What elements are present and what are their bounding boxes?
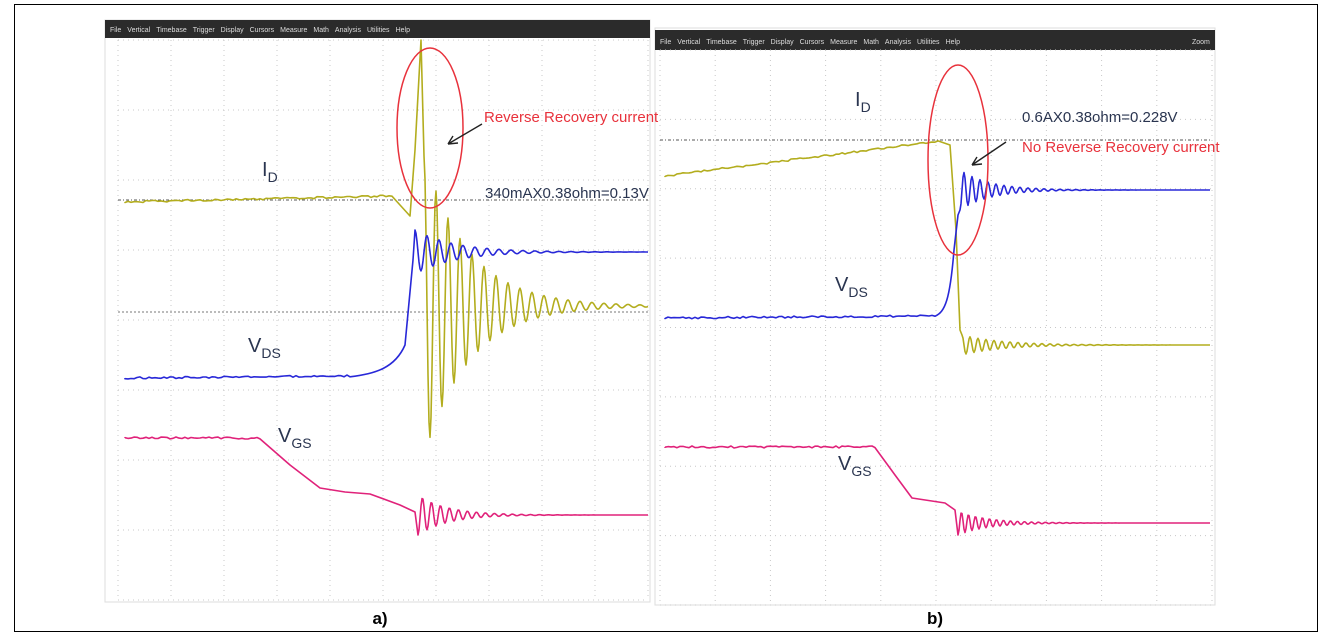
menu-item[interactable]: File	[110, 27, 121, 34]
menu-item[interactable]: Trigger	[743, 39, 766, 46]
annotation: 0.6AX0.38ohm=0.228V	[1022, 109, 1178, 126]
menu-item[interactable]: Cursors	[800, 39, 825, 46]
signal-main: V	[835, 274, 849, 296]
caption: b)	[927, 609, 943, 628]
menu-item[interactable]: Measure	[830, 39, 857, 46]
menu-item[interactable]: Utilities	[367, 27, 390, 34]
signal-sub: DS	[261, 345, 280, 361]
signal-sub: D	[861, 99, 871, 115]
signal-main: V	[838, 453, 852, 475]
signal-sub: GS	[291, 435, 311, 451]
menu-item[interactable]: Timebase	[156, 27, 187, 34]
menu-item[interactable]: Trigger	[193, 27, 216, 34]
menu-item[interactable]: Analysis	[335, 27, 362, 34]
menu-item[interactable]: Math	[863, 39, 879, 46]
menu-item[interactable]: Vertical	[677, 39, 700, 46]
menu-item[interactable]: File	[660, 39, 671, 46]
menu-item[interactable]: Help	[946, 39, 961, 46]
signal-sub: D	[268, 169, 278, 185]
menu-item[interactable]: Display	[771, 39, 794, 46]
annotation: 340mAX0.38ohm=0.13V	[485, 185, 649, 202]
menu-item[interactable]: Vertical	[127, 27, 150, 34]
menu-item[interactable]: Math	[313, 27, 329, 34]
zoom-button[interactable]: Zoom	[1192, 39, 1210, 46]
annotation: Reverse Recovery current	[484, 109, 659, 126]
menu-item[interactable]: Timebase	[706, 39, 737, 46]
signal-main: V	[278, 425, 292, 447]
menu-item[interactable]: Cursors	[250, 27, 275, 34]
menu-item[interactable]: Measure	[280, 27, 307, 34]
figure: File Vertical Timebase Trigger Display Cursor…	[0, 0, 1331, 632]
annotation: No Reverse Recovery current	[1022, 139, 1220, 156]
menu-item[interactable]: Utilities	[917, 39, 940, 46]
menu-item[interactable]: Analysis	[885, 39, 912, 46]
menu-item[interactable]: Display	[221, 27, 244, 34]
signal-sub: GS	[851, 463, 871, 479]
caption: a)	[372, 609, 387, 628]
signal-sub: DS	[848, 284, 867, 300]
signal-main: V	[248, 335, 262, 357]
menu-item[interactable]: Help	[396, 27, 411, 34]
